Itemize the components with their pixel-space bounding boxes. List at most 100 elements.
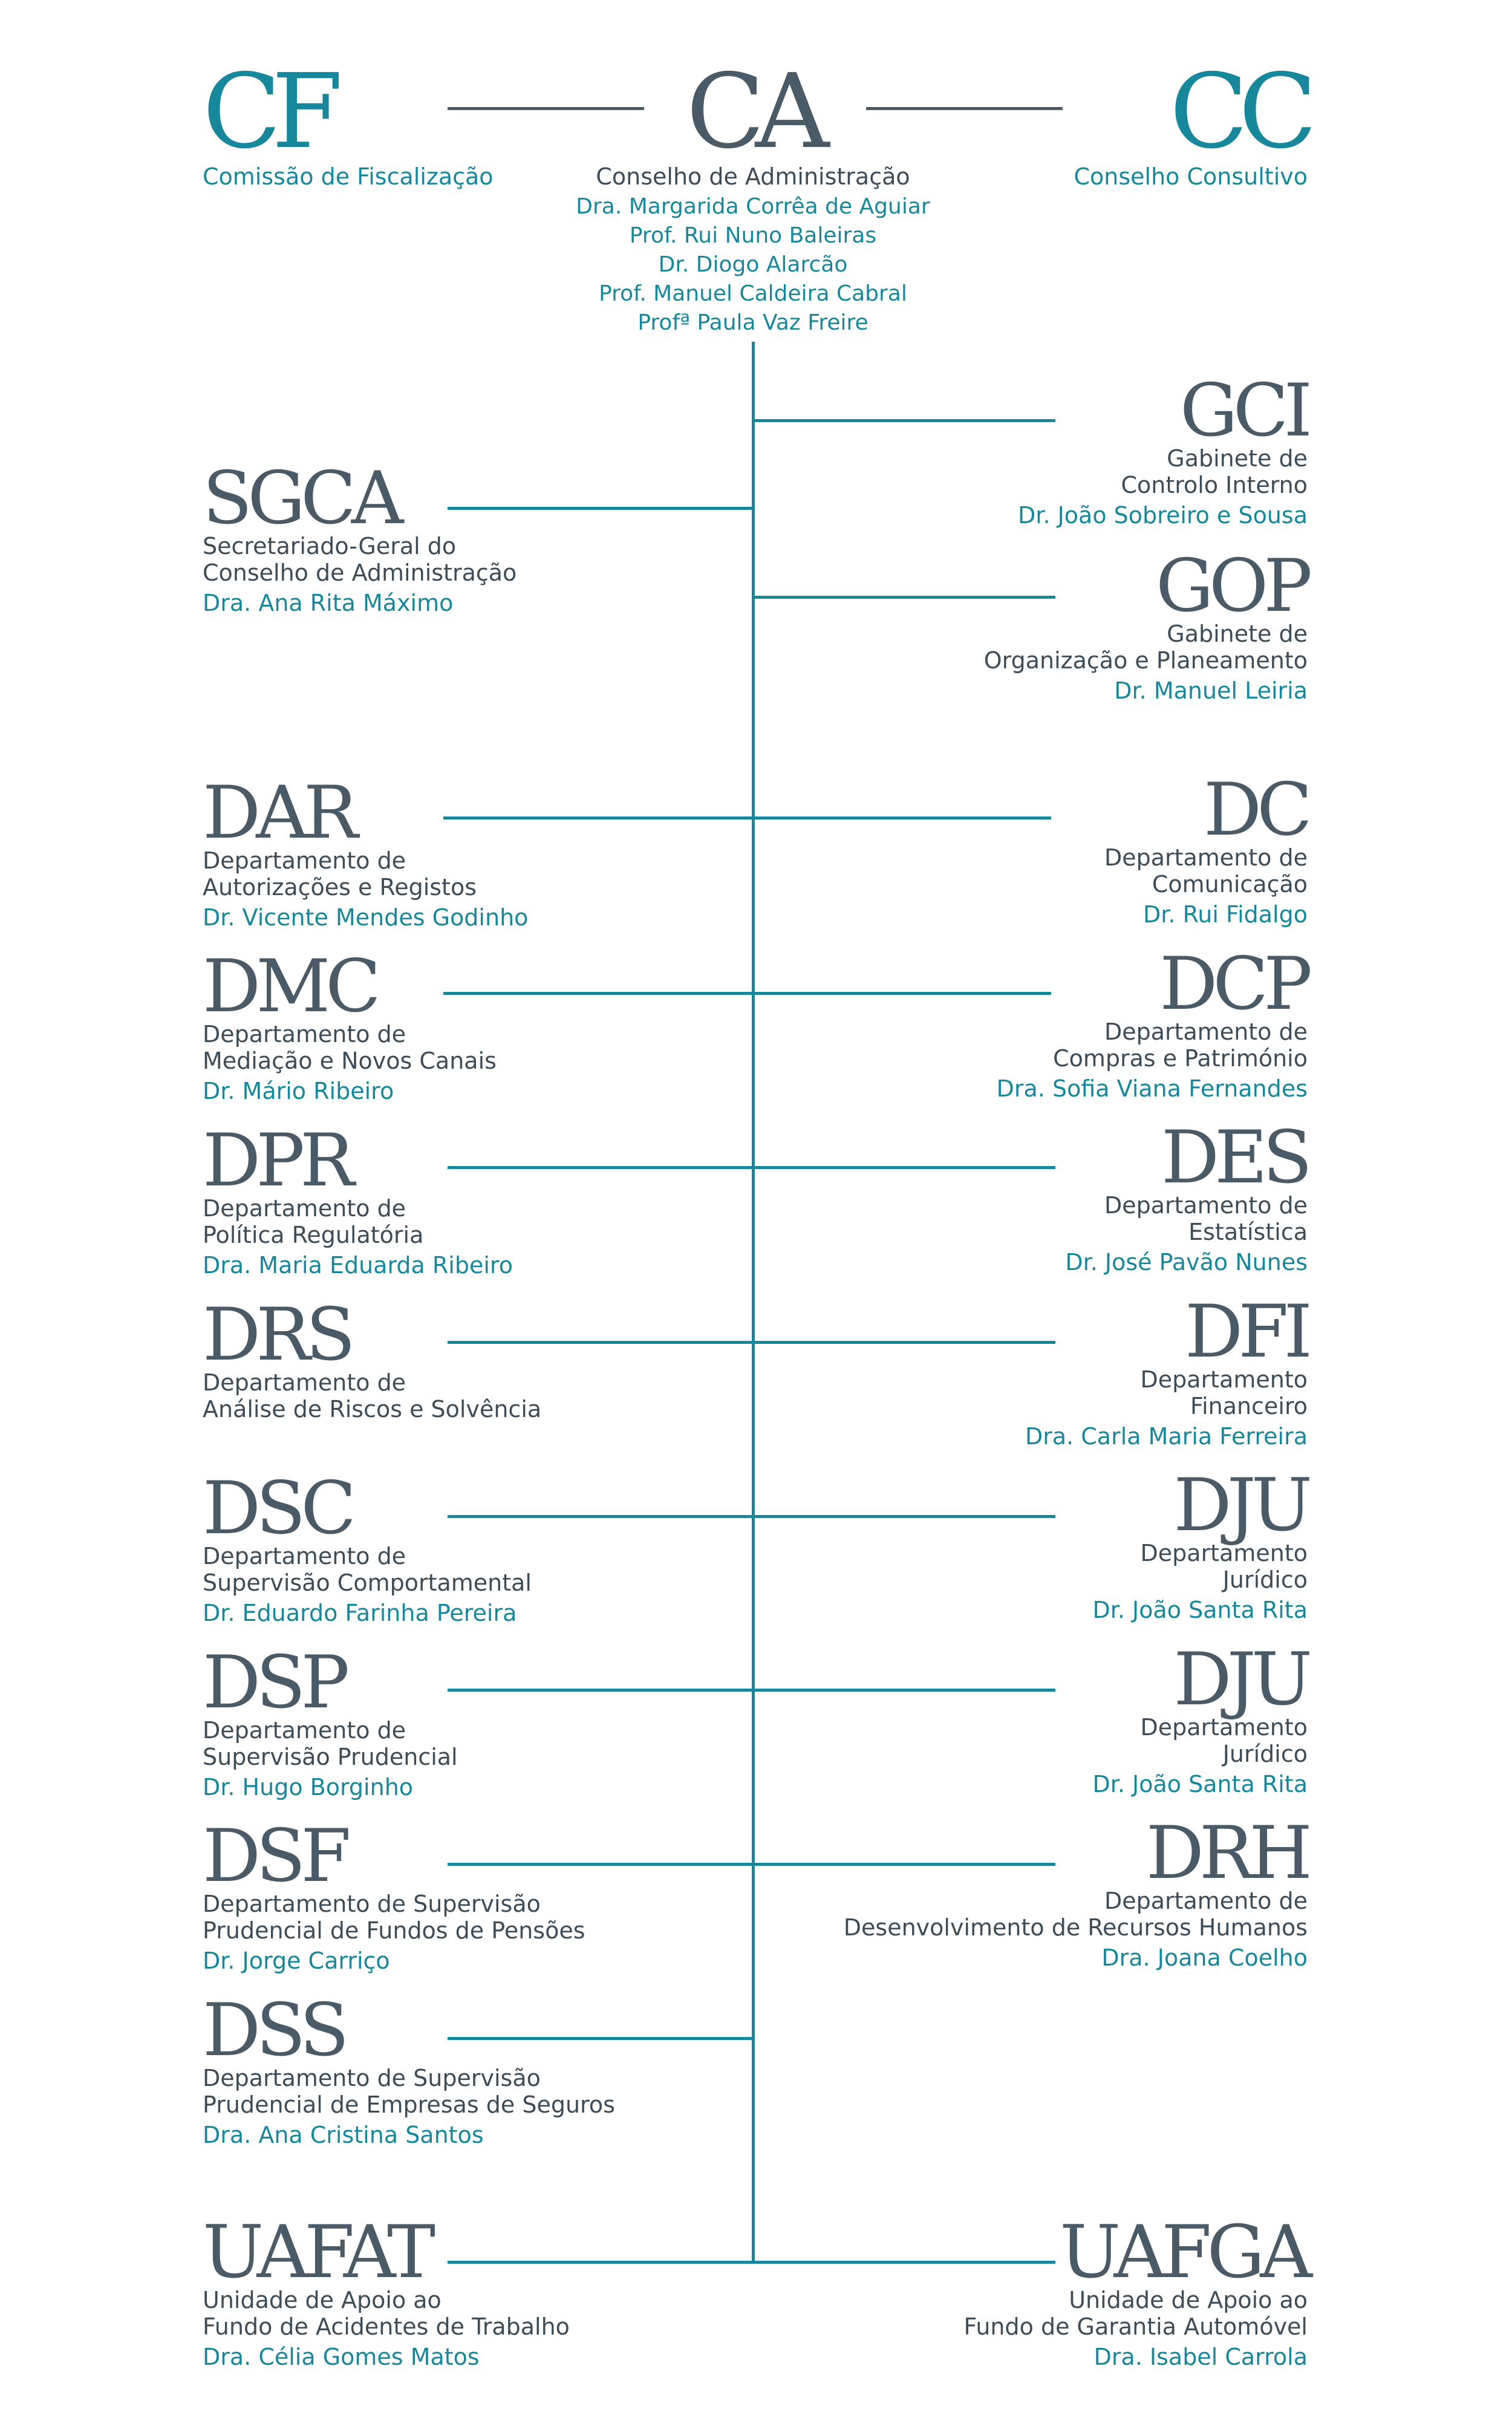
unit-dcp-right: DCP Departamento de Compras e Património Dr…	[786, 942, 1312, 1103]
unit-name-line: Unidade de Apoio ao	[203, 2287, 442, 2313]
connector-cf-ca	[448, 107, 644, 110]
unit-abbr: CC	[1169, 52, 1317, 172]
unit-name-line: Gabinete de	[1167, 621, 1308, 647]
unit-name: Conselho Consultivo	[1074, 163, 1308, 190]
unit-name-line: Controlo Interno	[1121, 472, 1308, 498]
unit-name-line: Análise de Riscos e Solvência	[203, 1396, 542, 1422]
unit-abbr: DMC	[203, 945, 381, 1029]
unit-drh-right: DRH Departamento de Desenvolvimento de Rec…	[786, 1817, 1312, 1972]
main-trunk-line	[752, 342, 755, 2262]
unit-head-name: Dra. Carla Maria Ferreira	[1025, 1423, 1308, 1450]
branch-line-dc-right	[752, 816, 1051, 820]
unit-abbr: SGCA	[203, 457, 404, 541]
unit-des-right: DES Departamento de Estatística Dr. José Pa…	[786, 1122, 1312, 1276]
unit-name-line: Departamento de	[1104, 844, 1308, 871]
branch-line-uafat-left	[448, 2261, 755, 2264]
unit-abbr: DCP	[1159, 942, 1312, 1026]
unit-name-line: Organização e Planeamento	[983, 647, 1308, 674]
unit-name-line: Departamento de Supervisão	[203, 1891, 541, 1917]
unit-head-name: Dra. Maria Eduarda Ribeiro	[203, 1252, 513, 1279]
unit-abbr: DRS	[203, 1293, 356, 1377]
unit-name-line: Fundo de Acidentes de Trabalho	[203, 2313, 570, 2340]
unit-name-line: Secretariado-Geral do	[203, 533, 457, 559]
unit-dss-left: DSS Departamento de Supervisão Prudencial …	[203, 1989, 615, 2149]
unit-name-line: Departamento de	[1104, 1192, 1308, 1219]
board-member: Prof. Manuel Caldeira Cabral	[599, 281, 907, 306]
unit-name-line: Conselho de Administração	[203, 559, 517, 586]
unit-head-name: Dr. Hugo Borginho	[203, 1774, 414, 1800]
unit-name-line: Financeiro	[1190, 1393, 1308, 1419]
unit-name-line: Política Regulatória	[203, 1222, 424, 1248]
unit-cf: CF Comissão de Fiscalização	[203, 60, 494, 190]
unit-cc: CC Conselho Consultivo	[1028, 52, 1317, 190]
unit-abbr: DFI	[1185, 1290, 1312, 1374]
unit-head-name: Dr. Eduardo Farinha Pereira	[203, 1600, 517, 1626]
branch-line-dju-right	[752, 1689, 1055, 1692]
unit-abbr: DSP	[203, 1641, 350, 1725]
unit-name-line: Jurídico	[1222, 1741, 1308, 1767]
board-member: Profª Paula Vaz Freire	[637, 310, 868, 335]
unit-head-name: Dr. Mário Ribeiro	[203, 1078, 394, 1104]
connector-ca-cc	[866, 107, 1063, 110]
unit-abbr: DSS	[203, 1989, 350, 2073]
unit-gci-right: GCI Gabinete de Controlo Interno Dr. João S…	[786, 369, 1312, 529]
unit-abbr: DAR	[203, 771, 358, 855]
unit-drs-left: DRS Departamento de Análise de Riscos e So…	[203, 1293, 542, 1423]
board-member: Dra. Margarida Corrêa de Aguiar	[576, 194, 930, 219]
unit-name-line: Departamento de	[203, 1021, 406, 1048]
unit-name: Comissão de Fiscalização	[203, 163, 494, 190]
branch-line-dsc-left	[448, 1515, 755, 1518]
unit-abbr: DC	[1203, 768, 1312, 852]
branch-line-gci-right	[752, 419, 1055, 422]
unit-dju-right: DJU Departamento Jurídico Dr. João Santa Ri…	[786, 1464, 1312, 1624]
unit-dsf-left: DSF Departamento de Supervisão Prudencial …	[203, 1820, 585, 1975]
unit-head-name: Dra. Célia Gomes Matos	[203, 2344, 480, 2370]
unit-abbr: DJU	[1173, 1464, 1312, 1548]
branch-line-dsp-left	[448, 1689, 755, 1692]
unit-name-line: Departamento de	[203, 1195, 406, 1222]
branch-line-sgca-left	[448, 507, 755, 510]
unit-name-line: Departamento	[1140, 1540, 1308, 1566]
unit-name-line: Estatística	[1188, 1219, 1308, 1245]
unit-dsp-left: DSP Departamento de Supervisão Prudencial D…	[203, 1641, 458, 1801]
unit-name-line: Prudencial de Empresas de Seguros	[203, 2091, 615, 2118]
unit-head-name: Dr. João Sobreiro e Sousa	[1018, 502, 1308, 529]
unit-sgca-left: SGCA Secretariado-Geral do Conselho de Adm…	[203, 457, 517, 617]
branch-line-dcp-right	[752, 992, 1051, 995]
unit-name: Conselho de Administração	[596, 163, 910, 190]
unit-name-line: Desenvolvimento de Recursos Humanos	[843, 1914, 1308, 1941]
unit-name-line: Gabinete de	[1167, 445, 1308, 472]
unit-name-line: Departamento de	[203, 847, 406, 874]
unit-name-line: Departamento de Supervisão	[203, 2065, 541, 2091]
unit-abbr: CF	[203, 52, 343, 172]
unit-name-line: Departamento de	[1104, 1018, 1308, 1045]
unit-abbr: DJU	[1173, 1638, 1312, 1722]
unit-name-line: Unidade de Apoio ao	[1069, 2287, 1308, 2313]
branch-line-dpr-left	[448, 1166, 755, 1169]
unit-abbr: CA	[686, 52, 830, 172]
unit-name-line: Mediação e Novos Canais	[203, 1048, 497, 1074]
branch-line-des-right	[752, 1166, 1055, 1169]
unit-head-name: Dr. João Santa Rita	[1092, 1771, 1308, 1797]
unit-uafga-right: UAFGA Unidade de Apoio ao Fundo de Garanti…	[786, 2211, 1312, 2371]
unit-name-line: Departamento	[1140, 1366, 1308, 1393]
unit-head-name: Dr. Manuel Leiria	[1114, 677, 1308, 704]
branch-line-dsf-left	[448, 1863, 755, 1866]
unit-name-line: Prudencial de Fundos de Pensões	[203, 1917, 585, 1944]
unit-abbr: DPR	[203, 1119, 354, 1203]
unit-abbr: GCI	[1179, 369, 1312, 453]
unit-head-name: Dra. Ana Cristina Santos	[203, 2122, 484, 2148]
branch-line-dar-left	[443, 816, 755, 820]
unit-name-line: Fundo de Garantia Automóvel	[963, 2313, 1308, 2340]
unit-head-name: Dra. Ana Rita Máximo	[203, 590, 454, 616]
branch-line-dju-right	[752, 1515, 1055, 1518]
unit-dsc-left: DSC Departamento de Supervisão Comportamen…	[203, 1473, 532, 1627]
unit-name-line: Departamento de	[1104, 1888, 1308, 1914]
unit-uafat-left: UAFAT Unidade de Apoio ao Fundo de Acident…	[203, 2217, 570, 2371]
unit-dpr-left: DPR Departamento de Política Regulatória Dr…	[203, 1125, 513, 1279]
unit-gop-right: GOP Gabinete de Organização e Planeamento D…	[786, 550, 1312, 705]
unit-abbr: UAFGA	[1060, 2211, 1312, 2295]
unit-name-line: Departamento de	[203, 1543, 406, 1569]
unit-head-name: Dr. Rui Fidalgo	[1143, 901, 1308, 928]
unit-name-line: Departamento	[1140, 1714, 1308, 1741]
